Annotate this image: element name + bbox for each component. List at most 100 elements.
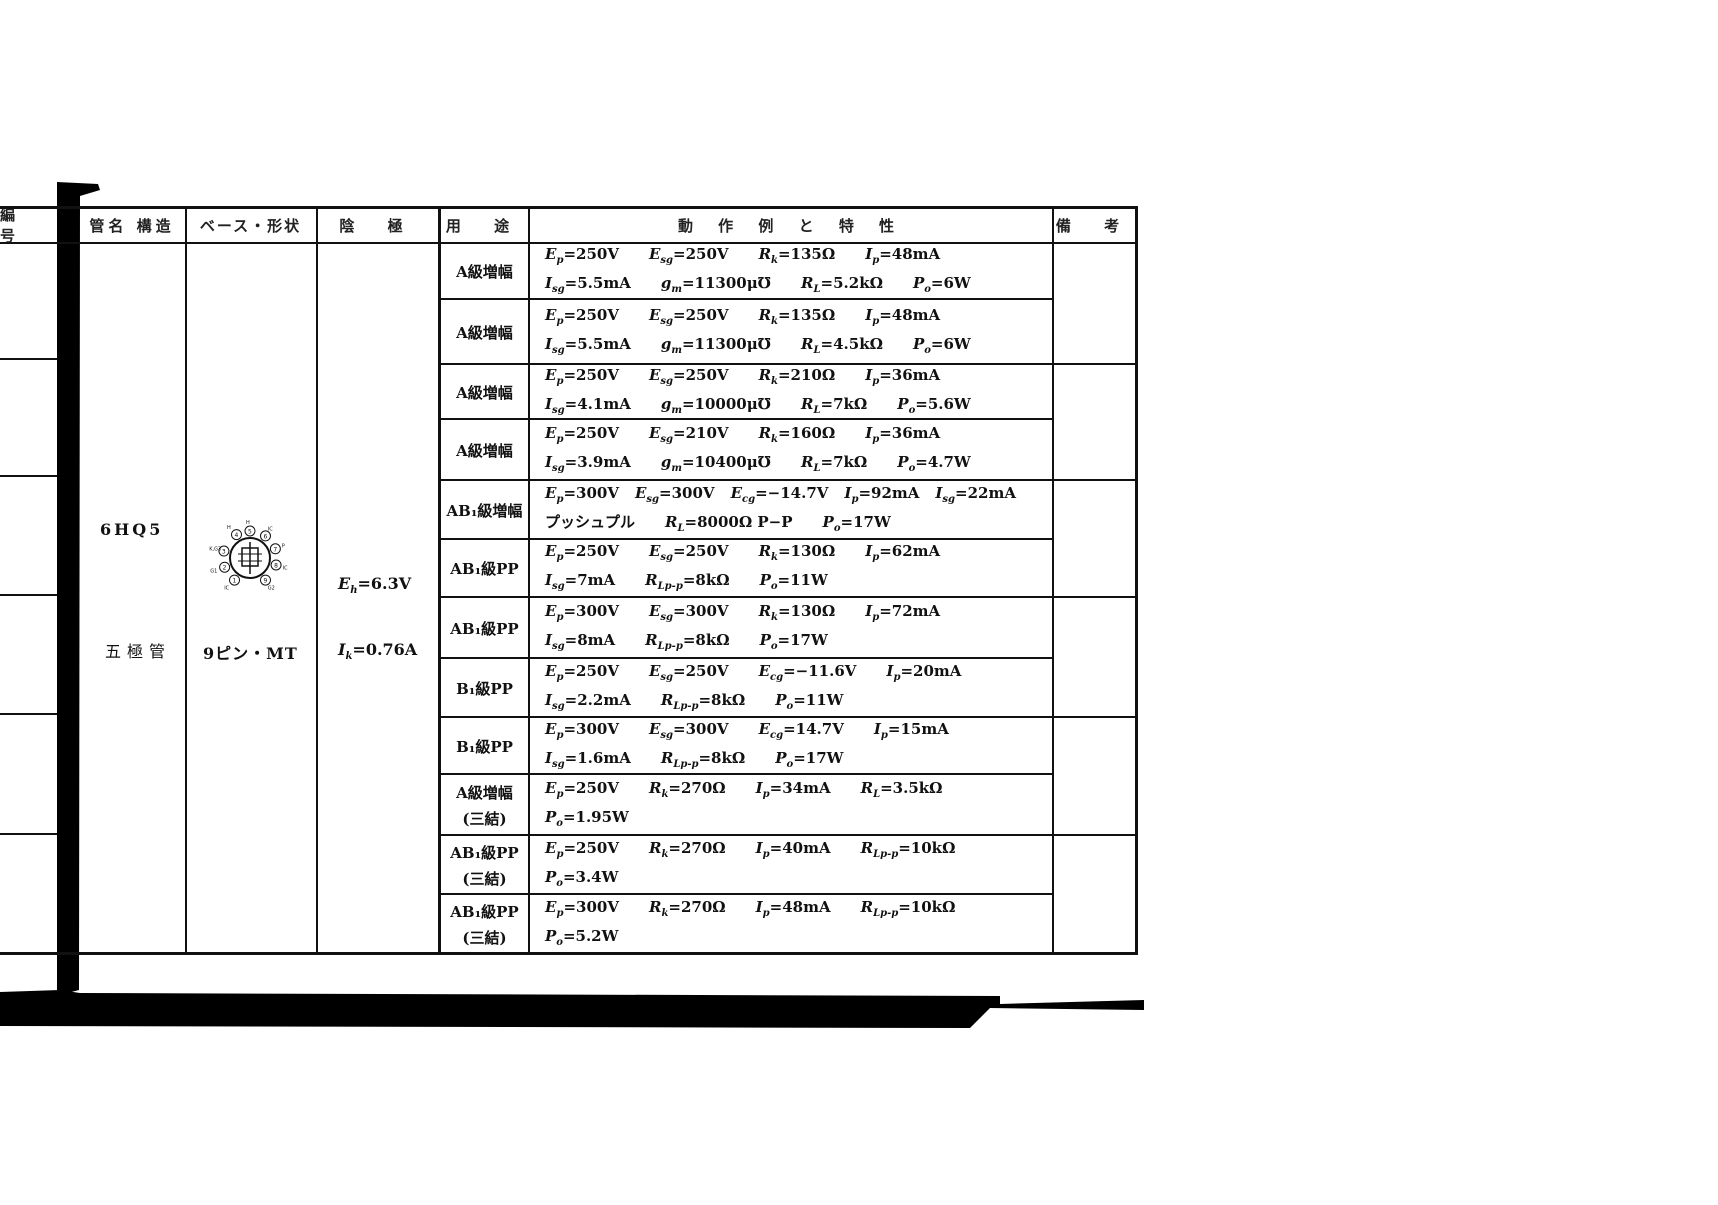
parameter-subscript: k bbox=[661, 907, 669, 919]
parameter-amount: =1.95W bbox=[562, 807, 629, 826]
parameter-symbol: R bbox=[660, 748, 674, 767]
parameter-value: Ip=36mA bbox=[865, 422, 940, 451]
parameter-symbol: I bbox=[545, 334, 553, 353]
parameter-subscript: sg bbox=[552, 404, 565, 416]
characteristics-line: Ep=250V Esg=250V Rk=130Ω Ip=62mA bbox=[545, 540, 1050, 569]
parameter-subscript: cg bbox=[770, 671, 784, 683]
parameter-amount: =8kΩ bbox=[682, 630, 730, 649]
parameter-value: Po=17W bbox=[775, 747, 843, 776]
parameter-amount: =250V bbox=[563, 661, 619, 680]
parameter-amount: =20mA bbox=[900, 661, 962, 680]
use-label: (三結) bbox=[462, 928, 507, 947]
parameter-symbol: R bbox=[758, 542, 772, 560]
parameter-symbol: E bbox=[648, 661, 661, 680]
characteristics-line: Ep=300V Esg=300V Ecg=−14.7V Ip=92mA Isg=22mA bbox=[545, 482, 1050, 511]
parameter-value: Po=17W bbox=[823, 511, 891, 540]
parameter-symbol: E bbox=[634, 483, 647, 502]
parameter-value: RL=8000Ω P−P bbox=[665, 511, 793, 540]
parameter-value: Ip=36mA bbox=[865, 364, 940, 393]
parameter-value: Esg=210V bbox=[649, 422, 729, 451]
parameter-symbol: E bbox=[648, 423, 661, 442]
characteristics-line: Ep=250V Esg=210V Rk=160Ω Ip=36mA bbox=[545, 422, 1050, 451]
parameter-subscript: p bbox=[851, 493, 859, 505]
parameter-symbol: P bbox=[897, 452, 909, 471]
parameter-amount: =300V bbox=[673, 719, 729, 738]
parameter-value: Po=6W bbox=[913, 333, 971, 362]
parameter-value: RLp-p=8kΩ bbox=[645, 569, 729, 598]
parameter-value: Ip=48mA bbox=[756, 896, 831, 925]
parameter-subscript: o bbox=[908, 404, 916, 416]
parameter-amount: =250V bbox=[563, 838, 619, 857]
parameter-amount: =11W bbox=[777, 571, 828, 589]
parameter-symbol: g bbox=[660, 273, 672, 292]
pin-number: 1 bbox=[233, 578, 237, 585]
parameter-subscript: o bbox=[770, 581, 778, 592]
parameter-symbol: I bbox=[545, 748, 553, 767]
parameter-subscript: o bbox=[556, 936, 563, 948]
parameter-symbol: I bbox=[545, 273, 553, 292]
parameter-symbol: R bbox=[758, 601, 772, 620]
use-cell: AB₁級増幅 bbox=[440, 482, 529, 539]
characteristics-line: Isg=5.5mA gm=11300μ℧ RL=4.5kΩ Po=6W bbox=[545, 333, 1050, 362]
parameter-symbol: E bbox=[648, 719, 661, 738]
parameter-value: RL=4.5kΩ bbox=[801, 333, 883, 362]
parameter-symbol: P bbox=[897, 394, 909, 413]
parameter-value: Po=11W bbox=[775, 689, 843, 718]
parameter-value: Po=1.95W bbox=[545, 806, 629, 835]
characteristics-line: Ep=250V Rk=270Ω Ip=34mA RL=3.5kΩ bbox=[545, 777, 1050, 806]
parameter-value: Po=5.2W bbox=[545, 925, 618, 954]
parameter-subscript: sg bbox=[552, 700, 565, 712]
parameter-symbol: E bbox=[545, 601, 557, 620]
parameter-amount: =34mA bbox=[769, 778, 831, 797]
parameter-value: Ep=250V bbox=[545, 777, 619, 806]
parameter-value: Rk=270Ω bbox=[649, 777, 726, 806]
parameter-amount: =250V bbox=[563, 778, 619, 797]
use-label: A級増幅 bbox=[456, 383, 513, 402]
characteristics-cell: Ep=300V Esg=300V Ecg=14.7V Ip=15mA Isg=1.6mA… bbox=[545, 719, 1050, 774]
header-remarks: 備 考 bbox=[1055, 216, 1134, 235]
parameter-value: Ecg=14.7V bbox=[759, 718, 844, 747]
parameter-value: gm=10400μ℧ bbox=[661, 451, 771, 480]
pin-circle bbox=[219, 561, 231, 573]
use-cell: A級増幅 bbox=[440, 244, 529, 299]
parameter-value: Ip=20mA bbox=[886, 660, 961, 689]
parameter-symbol: R bbox=[758, 305, 772, 324]
parameter-amount: =270Ω bbox=[668, 897, 726, 916]
characteristics-cell: Ep=300V Esg=300V Ecg=−14.7V Ip=92mA Isg=22mA… bbox=[545, 482, 1050, 539]
parameter-symbol: P bbox=[545, 807, 557, 826]
parameter-symbol: R bbox=[860, 897, 874, 916]
parameter-subscript: k bbox=[661, 788, 669, 800]
pin-label: G2 bbox=[268, 585, 275, 591]
pin-number: 7 bbox=[273, 546, 277, 553]
header-tube-name: 管名 構造 bbox=[89, 216, 175, 235]
parameter-subscript: sg bbox=[660, 375, 674, 387]
parameter-symbol: I bbox=[865, 542, 873, 560]
parameter-amount: =17W bbox=[840, 512, 891, 531]
parameter-symbol: E bbox=[545, 483, 557, 502]
parameter-value: Rk=210Ω bbox=[759, 364, 836, 393]
pin-number: 3 bbox=[222, 549, 226, 556]
parameter-value: Ep=300V bbox=[545, 600, 619, 629]
parameter-value: Isg=5.5mA bbox=[545, 272, 631, 301]
parameter-subscript: L bbox=[813, 462, 821, 474]
parameter-symbol: g bbox=[660, 334, 672, 353]
parameter-amount: =130Ω bbox=[777, 542, 836, 560]
pin-label: K,G3 bbox=[209, 547, 221, 553]
pin-label: IC bbox=[224, 585, 229, 591]
parameter-amount: =48mA bbox=[769, 897, 831, 916]
parameter-value: Ip=48mA bbox=[865, 243, 940, 272]
characteristics-cell: Ep=250V Esg=250V Rk=135Ω Ip=48mA Isg=5.5mA gm… bbox=[545, 244, 1050, 299]
parameter-symbol: I bbox=[545, 394, 553, 413]
parameter-amount: =36mA bbox=[879, 365, 941, 384]
parameter-symbol: I bbox=[545, 452, 553, 471]
parameter-subscript: sg bbox=[660, 315, 674, 327]
parameter-subscript: o bbox=[786, 700, 794, 712]
parameter-symbol: I bbox=[545, 571, 553, 589]
use-cell: AB₁級PP (三結) bbox=[440, 896, 529, 953]
parameter-amount: =−14.7V bbox=[755, 483, 829, 502]
parameter-amount: =210V bbox=[673, 423, 729, 442]
parameter-value: Esg=250V bbox=[649, 304, 729, 333]
parameter-subscript: p bbox=[880, 729, 888, 741]
parameter-amount: =135Ω bbox=[777, 305, 836, 324]
parameter-subscript: o bbox=[786, 758, 794, 770]
